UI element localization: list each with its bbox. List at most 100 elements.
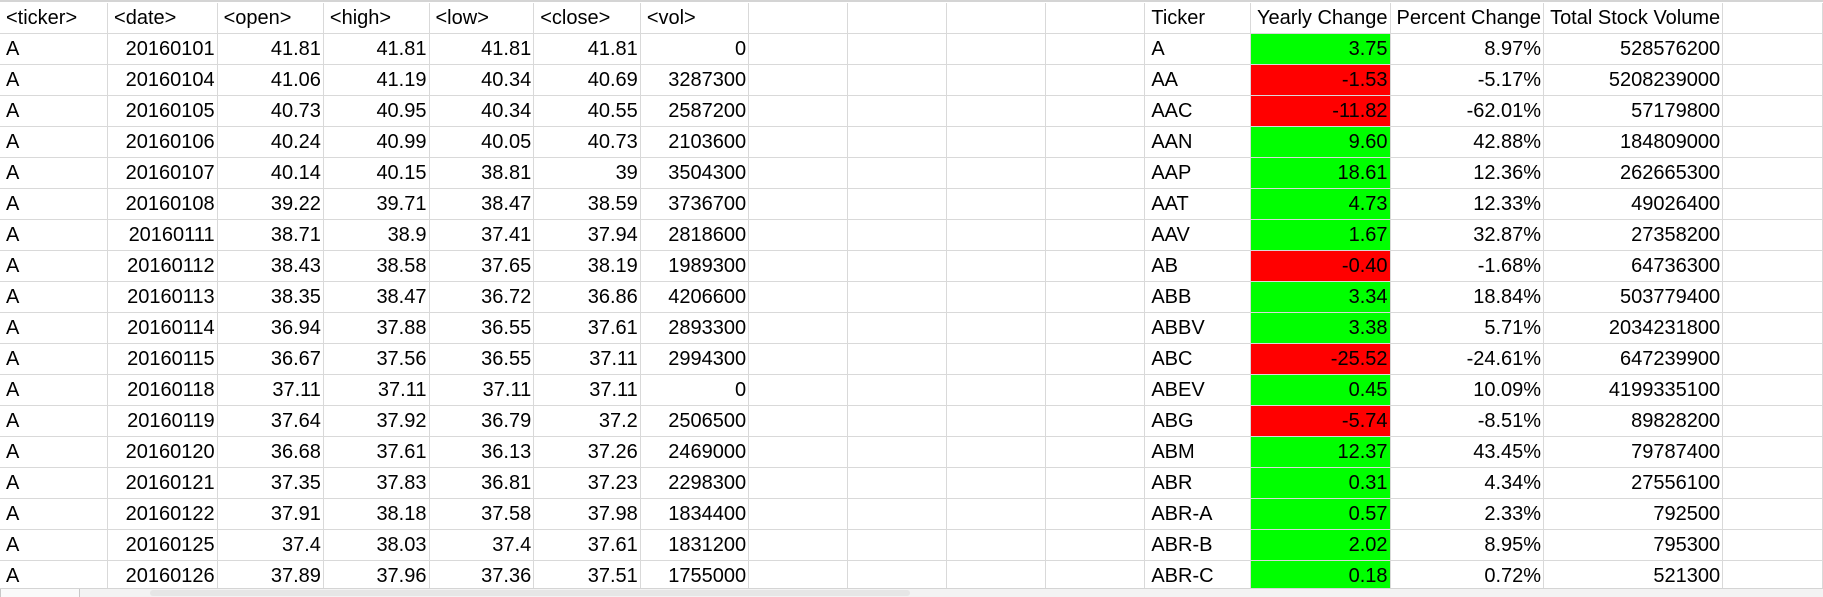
left-data-cell[interactable]: 37.56 [323, 343, 430, 375]
empty-cell[interactable] [946, 374, 1046, 406]
left-data-cell[interactable]: 20160115 [107, 343, 218, 375]
empty-cell[interactable] [748, 188, 848, 220]
right-data-cell[interactable]: ABG [1144, 405, 1252, 437]
left-data-cell[interactable]: 38.58 [323, 250, 430, 282]
left-data-cell[interactable]: 37.96 [323, 560, 430, 592]
empty-cell[interactable] [748, 374, 848, 406]
right-data-cell[interactable]: 49026400 [1543, 188, 1724, 220]
empty-cell[interactable] [847, 250, 947, 282]
right-data-cell[interactable]: AAP [1144, 157, 1252, 189]
empty-cell[interactable] [1722, 312, 1823, 344]
left-data-cell[interactable]: 37.11 [429, 374, 535, 406]
left-data-cell[interactable]: 38.03 [323, 529, 430, 561]
empty-cell[interactable] [1045, 343, 1146, 375]
right-header-cell[interactable]: Total Stock Volume [1543, 3, 1724, 34]
empty-cell[interactable] [946, 436, 1046, 468]
yearly-change-cell[interactable]: 1.67 [1250, 219, 1391, 251]
right-data-cell[interactable]: ABR-B [1144, 529, 1252, 561]
left-data-cell[interactable]: 20160107 [107, 157, 218, 189]
right-data-cell[interactable]: -62.01% [1390, 95, 1545, 127]
left-data-cell[interactable]: 40.99 [323, 126, 430, 158]
yearly-change-cell[interactable]: -0.40 [1250, 250, 1391, 282]
left-data-cell[interactable]: 37.4 [429, 529, 535, 561]
empty-cell[interactable] [748, 467, 848, 499]
left-data-cell[interactable]: 38.47 [323, 281, 430, 313]
empty-cell[interactable] [748, 219, 848, 251]
left-data-cell[interactable]: A [0, 312, 109, 344]
right-data-cell[interactable]: 27556100 [1543, 467, 1724, 499]
left-data-cell[interactable]: A [0, 467, 109, 499]
left-data-cell[interactable]: 36.94 [217, 312, 324, 344]
yearly-change-cell[interactable]: 18.61 [1250, 157, 1391, 189]
left-data-cell[interactable]: 20160120 [107, 436, 218, 468]
left-data-cell[interactable]: 41.81 [323, 33, 430, 65]
left-data-cell[interactable]: 37.98 [533, 498, 641, 530]
yearly-change-cell[interactable]: -5.74 [1250, 405, 1391, 437]
left-data-cell[interactable]: 38.71 [217, 219, 324, 251]
empty-cell[interactable] [847, 188, 947, 220]
left-data-cell[interactable]: A [0, 529, 109, 561]
right-header-cell[interactable]: Percent Change [1390, 3, 1545, 34]
yearly-change-cell[interactable]: 0.45 [1250, 374, 1391, 406]
left-data-cell[interactable]: 20160108 [107, 188, 218, 220]
empty-cell[interactable] [748, 560, 848, 592]
left-data-cell[interactable]: 36.81 [429, 467, 535, 499]
left-data-cell[interactable]: 40.73 [217, 95, 324, 127]
right-data-cell[interactable]: 10.09% [1390, 374, 1545, 406]
left-data-cell[interactable]: A [0, 33, 109, 65]
left-data-cell[interactable]: 37.83 [323, 467, 430, 499]
right-header-cell[interactable]: Ticker [1144, 3, 1252, 34]
left-data-cell[interactable]: 38.35 [217, 281, 324, 313]
left-data-cell[interactable]: 37.61 [533, 312, 641, 344]
right-data-cell[interactable]: ABBV [1144, 312, 1252, 344]
empty-cell[interactable] [946, 157, 1046, 189]
left-data-cell[interactable]: 20160105 [107, 95, 218, 127]
empty-cell[interactable] [1722, 436, 1823, 468]
left-data-cell[interactable]: 3287300 [640, 64, 750, 96]
left-data-cell[interactable]: 20160104 [107, 64, 218, 96]
left-data-cell[interactable]: 39 [533, 157, 641, 189]
left-data-cell[interactable]: 39.22 [217, 188, 324, 220]
right-data-cell[interactable]: ABR-A [1144, 498, 1252, 530]
left-data-cell[interactable]: 36.55 [429, 343, 535, 375]
left-data-cell[interactable]: 4206600 [640, 281, 750, 313]
right-data-cell[interactable]: 647239900 [1543, 343, 1724, 375]
right-data-cell[interactable]: 64736300 [1543, 250, 1724, 282]
left-data-cell[interactable]: 36.55 [429, 312, 535, 344]
left-header-cell[interactable]: <vol> [640, 3, 750, 34]
right-data-cell[interactable]: AAV [1144, 219, 1252, 251]
empty-cell[interactable] [1722, 126, 1823, 158]
empty-cell[interactable] [946, 467, 1046, 499]
empty-cell[interactable] [847, 3, 947, 34]
left-data-cell[interactable]: 20160118 [107, 374, 218, 406]
left-header-cell[interactable]: <low> [429, 3, 535, 34]
yearly-change-cell[interactable]: 2.02 [1250, 529, 1391, 561]
left-data-cell[interactable]: 40.73 [533, 126, 641, 158]
left-data-cell[interactable]: A [0, 281, 109, 313]
empty-cell[interactable] [1722, 281, 1823, 313]
empty-cell[interactable] [1722, 405, 1823, 437]
empty-cell[interactable] [1722, 498, 1823, 530]
right-data-cell[interactable]: 503779400 [1543, 281, 1724, 313]
right-data-cell[interactable]: 12.33% [1390, 188, 1545, 220]
yearly-change-cell[interactable]: 3.34 [1250, 281, 1391, 313]
empty-cell[interactable] [1722, 343, 1823, 375]
empty-cell[interactable] [946, 560, 1046, 592]
left-data-cell[interactable]: 3736700 [640, 188, 750, 220]
horizontal-scrollbar[interactable] [150, 590, 910, 596]
empty-cell[interactable] [1045, 126, 1146, 158]
left-data-cell[interactable]: A [0, 560, 109, 592]
empty-cell[interactable] [1045, 467, 1146, 499]
yearly-change-cell[interactable]: 4.73 [1250, 188, 1391, 220]
right-data-cell[interactable]: A [1144, 33, 1252, 65]
empty-cell[interactable] [1045, 498, 1146, 530]
empty-cell[interactable] [1045, 250, 1146, 282]
empty-cell[interactable] [1722, 374, 1823, 406]
left-data-cell[interactable]: 20160114 [107, 312, 218, 344]
left-data-cell[interactable]: 41.81 [429, 33, 535, 65]
left-data-cell[interactable]: A [0, 219, 109, 251]
left-data-cell[interactable]: 40.55 [533, 95, 641, 127]
left-data-cell[interactable]: 38.18 [323, 498, 430, 530]
left-data-cell[interactable]: 38.43 [217, 250, 324, 282]
right-data-cell[interactable]: 27358200 [1543, 219, 1724, 251]
